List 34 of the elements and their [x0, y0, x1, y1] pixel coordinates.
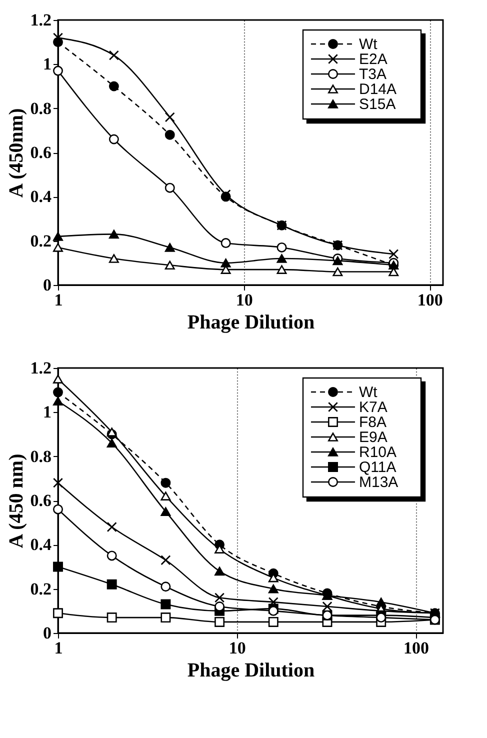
y-tick-label: 0.4 [30, 535, 52, 554]
y-tick-label: 0.2 [30, 231, 52, 250]
legend-label: K7A [359, 399, 388, 416]
x-tick-label: 100 [417, 290, 443, 310]
y-axis-title: A (450nm) [5, 108, 28, 198]
y-tick-label: 0.4 [30, 187, 52, 206]
y-axis-title: A (450 nm) [5, 454, 28, 548]
y-tick-label: 0.6 [30, 491, 52, 510]
y-tick-label: 0.6 [30, 143, 52, 162]
legend-label: E9A [359, 429, 388, 446]
legend-label: D14A [359, 81, 397, 98]
legend-label: S15A [359, 96, 396, 113]
legend-label: E2A [359, 51, 388, 68]
y-tick-label: 1.2 [30, 10, 52, 30]
x-tick-label: 100 [404, 638, 430, 658]
x-tick-label: 10 [228, 638, 246, 658]
y-tick-label: 1 [43, 54, 52, 74]
legend-label: R10A [359, 444, 397, 461]
y-tick-label: 0.8 [30, 446, 52, 466]
legend-label: M13A [359, 474, 398, 491]
legend-label: Wt [359, 384, 378, 401]
x-tick-label: 10 [236, 290, 253, 310]
legend-label: Q11A [359, 459, 396, 476]
y-tick-label: 0.2 [30, 579, 52, 598]
y-tick-label: 0 [43, 624, 52, 642]
legend-label: T3A [359, 66, 387, 83]
x-axis-title: Phage Dilution [187, 312, 315, 334]
x-axis-title: Phage Dilution [187, 660, 315, 682]
y-tick-label: 1 [43, 402, 52, 422]
y-tick-label: 0.8 [30, 98, 52, 118]
y-tick-label: 1.2 [30, 358, 52, 378]
y-tick-label: 0 [43, 276, 52, 294]
legend-label: Wt [359, 36, 378, 53]
legend-label: F8A [359, 414, 387, 431]
